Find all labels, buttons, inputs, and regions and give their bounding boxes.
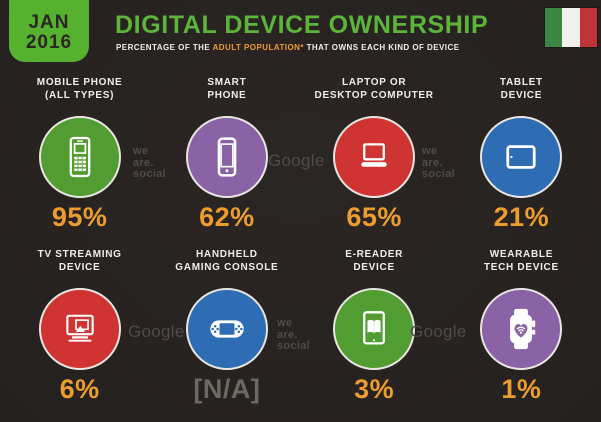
device-cell-wearable: WEARABLE TECH DEVICE 1% — [448, 240, 595, 408]
subtitle-highlight: ADULT POPULATION* — [212, 43, 304, 52]
device-circle — [38, 116, 121, 198]
device-circle — [185, 288, 268, 370]
device-circle — [38, 288, 121, 370]
date-year: 2016 — [25, 32, 73, 54]
page-title: DIGITAL DEVICE OWNERSHIP — [115, 11, 489, 39]
device-cell-mobile-phone: MOBILE PHONE (ALL TYPES) 95% — [6, 68, 153, 236]
device-label: SMART PHONE — [207, 77, 247, 101]
we-are-social-watermark: we are. social — [277, 317, 310, 353]
page-subtitle: PERCENTAGE OF THE ADULT POPULATION* THAT… — [116, 43, 460, 52]
device-percent: 3% — [354, 374, 395, 404]
smartwatch-icon — [510, 308, 536, 350]
device-cell-tv-streaming: TV STREAMING DEVICE 6% — [6, 240, 153, 408]
google-watermark: Google — [268, 151, 325, 170]
device-circle — [480, 116, 563, 198]
device-cell-ereader: E-READER DEVICE 3% — [301, 240, 448, 408]
device-percent: 95% — [51, 202, 108, 232]
device-percent: [N/A] — [193, 374, 261, 404]
laptop-icon — [361, 143, 387, 167]
feature-phone-icon — [69, 136, 90, 178]
gaming-console-icon — [210, 320, 244, 338]
flag-stripe-white — [562, 8, 580, 47]
device-cell-tablet: TABLET DEVICE 21% — [448, 68, 595, 236]
flag-stripe-red — [579, 8, 597, 47]
flag-stripe-green — [545, 8, 563, 47]
device-cell-laptop-desktop: LAPTOP OR DESKTOP COMPUTER 65% — [301, 68, 448, 236]
device-circle — [480, 288, 563, 370]
device-circle — [185, 116, 268, 198]
subtitle-prefix: PERCENTAGE OF THE — [116, 43, 213, 52]
we-are-social-watermark: we are. social — [133, 145, 166, 181]
italy-flag-icon — [544, 7, 598, 48]
device-label: LAPTOP OR DESKTOP COMPUTER — [314, 77, 434, 101]
device-label: HANDHELD GAMING CONSOLE — [175, 249, 279, 273]
date-month: JAN — [28, 11, 70, 33]
tv-streaming-icon — [65, 314, 94, 342]
device-circle — [333, 116, 416, 198]
smartphone-icon — [217, 137, 237, 177]
tablet-icon — [506, 145, 536, 169]
device-percent: 65% — [346, 202, 402, 232]
device-label: TABLET DEVICE — [499, 77, 543, 101]
device-label: MOBILE PHONE (ALL TYPES) — [36, 77, 123, 101]
device-circle — [333, 288, 416, 370]
device-percent: 6% — [59, 374, 100, 404]
device-label: WEARABLE TECH DEVICE — [483, 249, 559, 273]
device-cell-smart-phone: SMART PHONE 62% — [153, 68, 300, 236]
ereader-icon — [363, 311, 386, 345]
device-grid: MOBILE PHONE (ALL TYPES) 95% SMART PHONE — [6, 68, 595, 408]
subtitle-suffix: THAT OWNS EACH KIND OF DEVICE — [303, 43, 460, 52]
we-are-social-watermark: we are. social — [422, 145, 455, 181]
google-watermark: Google — [128, 322, 185, 341]
device-percent: 1% — [501, 374, 542, 404]
date-badge: JAN 2016 — [9, 0, 89, 62]
device-percent: 62% — [199, 202, 255, 232]
device-label: TV STREAMING DEVICE — [37, 249, 122, 273]
device-percent: 21% — [493, 202, 550, 232]
google-watermark: Google — [410, 322, 467, 341]
device-cell-gaming-console: HANDHELD GAMING CONSOLE [N/A] — [153, 240, 300, 408]
device-label: E-READER DEVICE — [345, 249, 404, 273]
